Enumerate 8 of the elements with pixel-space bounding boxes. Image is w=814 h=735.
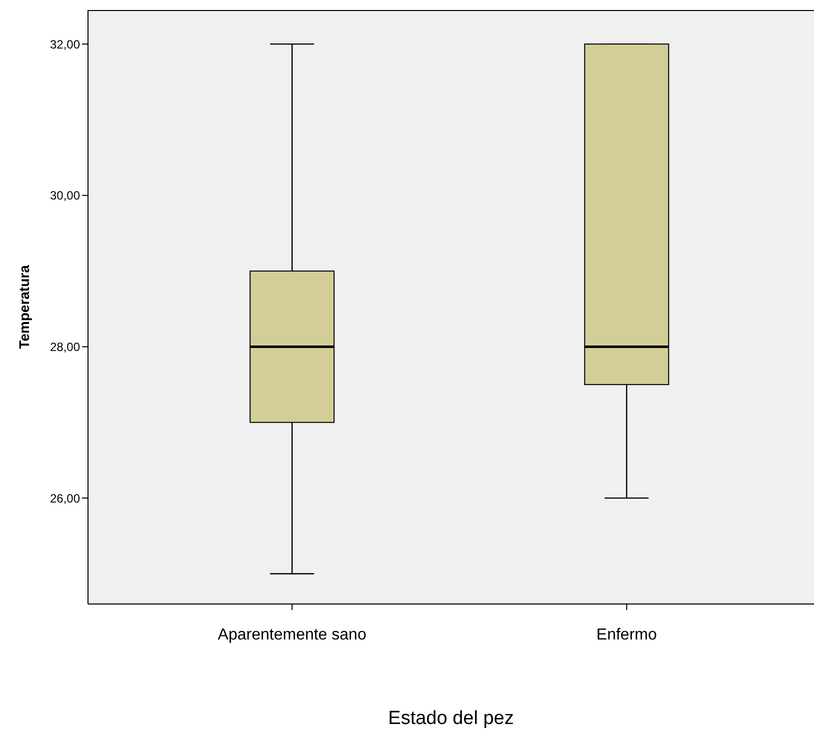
x-axis-title: Estado del pez [388, 708, 514, 729]
x-tick-label: Enfermo [596, 626, 657, 644]
x-tick-label: Aparentemente sano [218, 626, 366, 644]
y-tick-label: 26,00 [50, 491, 80, 506]
y-axis-title: Temperatura [16, 264, 32, 349]
y-tick-label: 32,00 [50, 37, 80, 52]
y-tick-label: 28,00 [50, 340, 80, 354]
y-tick-label: 30,00 [50, 188, 80, 203]
